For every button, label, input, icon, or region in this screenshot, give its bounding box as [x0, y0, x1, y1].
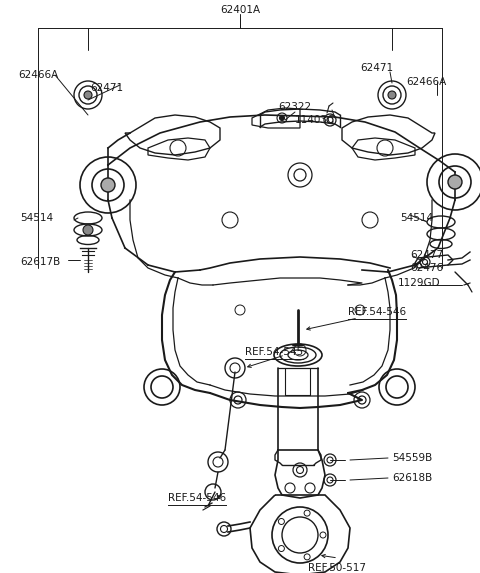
Text: 62401A: 62401A [220, 5, 260, 15]
Circle shape [388, 91, 396, 99]
Text: 62322: 62322 [278, 102, 311, 112]
Circle shape [83, 225, 93, 235]
Circle shape [84, 91, 92, 99]
Text: 54514: 54514 [20, 213, 53, 223]
Circle shape [279, 116, 285, 120]
Circle shape [101, 178, 115, 192]
Text: 54559B: 54559B [392, 453, 432, 463]
Text: REF.50-517: REF.50-517 [308, 563, 366, 573]
Text: 62466A: 62466A [18, 70, 58, 80]
Text: 54514: 54514 [400, 213, 433, 223]
Circle shape [448, 175, 462, 189]
Text: 11403C: 11403C [295, 115, 336, 125]
Text: 62617B: 62617B [20, 257, 60, 267]
Text: 1129GD: 1129GD [398, 278, 441, 288]
Text: 62618B: 62618B [392, 473, 432, 483]
Text: REF.54-545: REF.54-545 [245, 347, 303, 357]
Text: REF.54-546: REF.54-546 [348, 307, 406, 317]
Text: 62471: 62471 [90, 83, 123, 93]
Text: 62477: 62477 [410, 250, 443, 260]
Text: 62466A: 62466A [406, 77, 446, 87]
Text: 62471: 62471 [360, 63, 393, 73]
Text: 62476: 62476 [410, 263, 443, 273]
Text: REF.54-546: REF.54-546 [168, 493, 226, 503]
